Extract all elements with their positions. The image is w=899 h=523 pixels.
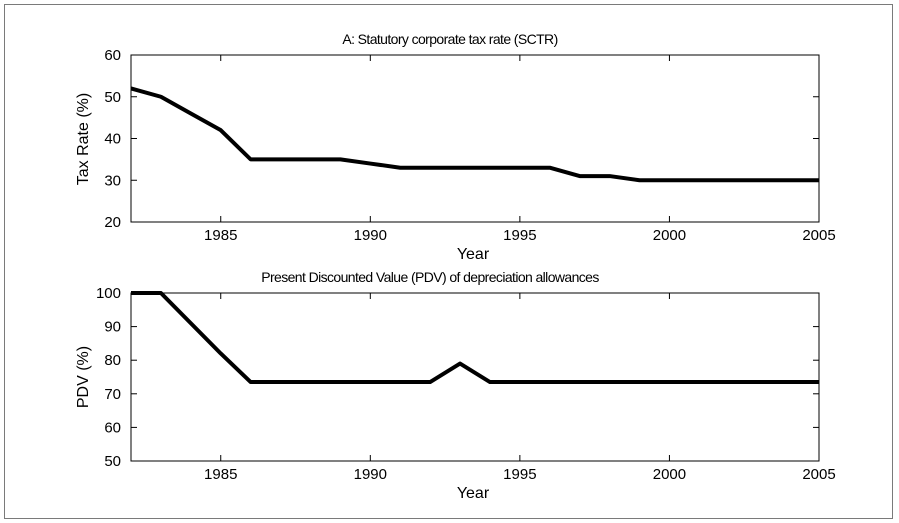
x-axis-tax-rate: 1985 1990 1995 2000 2005 bbox=[204, 55, 836, 244]
panel-tax-rate: A: Statutory corporate tax rate (SCTR) 2… bbox=[75, 31, 836, 263]
x-tick-label-tax-rate: 1985 bbox=[204, 227, 237, 244]
y-tick-label-tax-rate: 20 bbox=[104, 214, 121, 231]
x-axis-pdv: 1985 1990 1995 2000 2005 bbox=[204, 293, 836, 483]
series-line-pdv bbox=[131, 291, 819, 385]
y-tick-label-tax-rate: 50 bbox=[104, 89, 121, 106]
x-tick-label-tax-rate: 1990 bbox=[354, 227, 387, 244]
x-tick-label-pdv: 2000 bbox=[653, 466, 686, 483]
x-axis-label-tax-rate: Year bbox=[457, 246, 490, 263]
x-tick-label-tax-rate: 2000 bbox=[653, 227, 686, 244]
y-tick-label-pdv: 100 bbox=[96, 285, 121, 302]
y-axis-label-pdv: PDV (%) bbox=[75, 346, 92, 408]
panel-pdv: Present Discounted Value (PDV) of deprec… bbox=[75, 269, 836, 502]
y-axis-label-tax-rate: Tax Rate (%) bbox=[75, 93, 92, 185]
y-axis-pdv: 50 60 70 80 90 100 bbox=[96, 285, 819, 470]
x-tick-label-tax-rate: 2005 bbox=[802, 227, 835, 244]
y-axis-tax-rate: 20 30 40 50 60 bbox=[104, 47, 819, 231]
figure-frame bbox=[4, 4, 893, 519]
x-tick-label-pdv: 1990 bbox=[354, 466, 387, 483]
y-tick-label-pdv: 60 bbox=[104, 419, 121, 436]
y-tick-label-pdv: 70 bbox=[104, 386, 121, 403]
x-tick-label-tax-rate: 1995 bbox=[503, 227, 536, 244]
y-tick-label-pdv: 50 bbox=[104, 453, 121, 470]
plot-area-tax-rate bbox=[130, 54, 820, 223]
y-tick-label-tax-rate: 30 bbox=[104, 172, 121, 189]
x-tick-label-pdv: 2005 bbox=[802, 466, 835, 483]
y-tick-label-pdv: 90 bbox=[104, 319, 121, 336]
y-tick-label-tax-rate: 60 bbox=[104, 47, 121, 64]
x-tick-label-pdv: 1995 bbox=[503, 466, 536, 483]
x-axis-label-pdv: Year bbox=[457, 485, 490, 502]
y-tick-label-pdv: 80 bbox=[104, 352, 121, 369]
chart-title-tax-rate: A: Statutory corporate tax rate (SCTR) bbox=[342, 31, 557, 47]
y-tick-label-tax-rate: 40 bbox=[104, 131, 121, 148]
plot-area-pdv bbox=[130, 292, 820, 462]
chart-title-pdv: Present Discounted Value (PDV) of deprec… bbox=[261, 269, 599, 285]
x-tick-label-pdv: 1985 bbox=[204, 466, 237, 483]
series-line-tax-rate bbox=[130, 86, 819, 183]
